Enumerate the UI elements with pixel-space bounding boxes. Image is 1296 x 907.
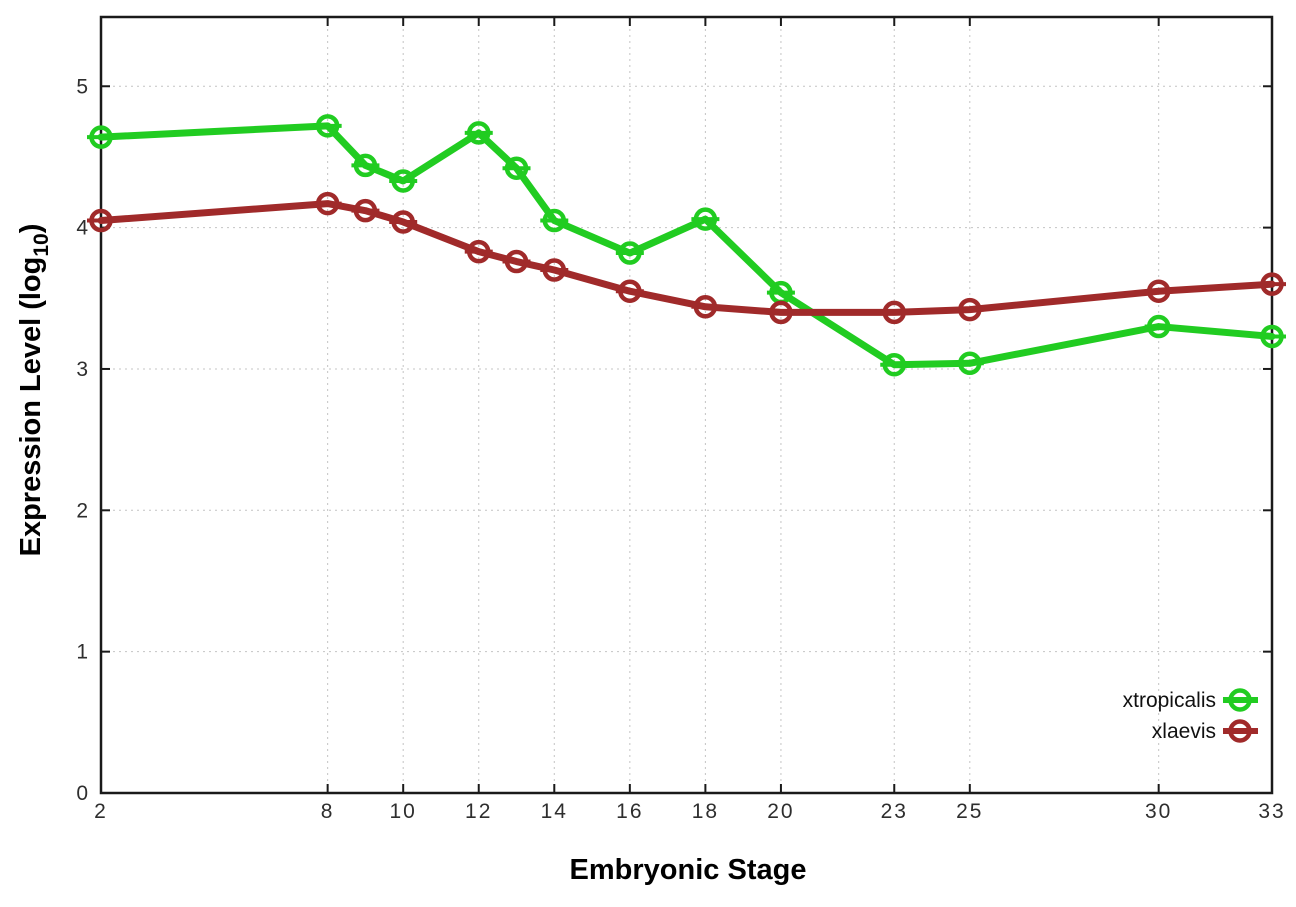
- x-tick-label: 30: [1145, 800, 1172, 823]
- series-xlaevis: [87, 191, 1286, 325]
- x-tick-label: 8: [321, 800, 335, 823]
- x-tick-label: 12: [465, 800, 492, 823]
- data-point-marker-xlaevis: [89, 208, 113, 233]
- data-point-marker-xlaevis: [1260, 272, 1284, 296]
- x-tick-label: 16: [616, 800, 643, 823]
- data-point-marker-xlaevis: [504, 249, 529, 274]
- data-point-marker-xtropicalis: [542, 208, 567, 233]
- legend: xtropicalis xlaevis: [1123, 688, 1258, 743]
- data-point-marker-xtropicalis: [882, 352, 907, 377]
- data-point-marker-xlaevis: [466, 239, 491, 264]
- y-axis-title: Expression Level (log10): [15, 224, 53, 557]
- data-point-marker-xtropicalis: [391, 169, 415, 193]
- data-point-marker-xtropicalis: [315, 114, 340, 138]
- data-point-marker-xtropicalis: [958, 351, 982, 376]
- tick-layer: [100, 17, 1273, 794]
- data-point-marker-xlaevis: [618, 279, 642, 303]
- series-layer: [87, 114, 1286, 377]
- data-point-marker-xtropicalis: [89, 125, 113, 149]
- data-point-marker-xtropicalis: [1260, 324, 1284, 349]
- grid-layer: [100, 17, 1273, 793]
- legend-entry-xtropicalis: xtropicalis: [1123, 688, 1258, 712]
- y-tick-label: 2: [76, 499, 88, 522]
- legend-label-xlaevis: xlaevis: [1152, 720, 1216, 743]
- legend-label-xtropicalis: xtropicalis: [1123, 689, 1216, 712]
- data-point-marker-xlaevis: [882, 300, 907, 325]
- x-tick-label: 10: [390, 800, 417, 823]
- x-tick-label: 33: [1258, 800, 1285, 823]
- data-point-marker-xlaevis: [958, 297, 982, 322]
- y-tick-label: 0: [76, 782, 88, 805]
- data-point-marker-xlaevis: [391, 210, 415, 234]
- series-line-xtropicalis: [97, 122, 1276, 369]
- y-tick-label: 4: [76, 217, 88, 240]
- data-point-marker-xtropicalis: [618, 241, 642, 265]
- data-point-marker-xlaevis: [769, 300, 793, 325]
- data-point-marker-xlaevis: [353, 198, 378, 223]
- legend-entry-xlaevis: xlaevis: [1152, 719, 1258, 743]
- y-tick-label: 5: [76, 75, 88, 98]
- data-point-marker-xtropicalis: [353, 153, 378, 178]
- data-point-marker-xtropicalis: [693, 207, 718, 231]
- data-point-marker-xtropicalis: [504, 156, 529, 180]
- y-axis-title-subscript: 10: [30, 233, 53, 256]
- data-point-marker-xtropicalis: [1146, 314, 1171, 339]
- data-point-marker-xlaevis: [315, 191, 340, 216]
- data-point-marker-xlaevis: [693, 295, 718, 319]
- y-axis-title-close: ): [15, 224, 47, 234]
- x-tick-label: 14: [541, 800, 568, 823]
- data-point-marker-xlaevis: [1146, 279, 1171, 303]
- x-axis-title: Embryonic Stage: [570, 854, 807, 886]
- x-tick-label: 18: [692, 800, 719, 823]
- series-line-xlaevis: [97, 200, 1276, 316]
- legend-sample-marker-xlaevis: [1228, 719, 1252, 743]
- y-tick-label: 3: [76, 358, 88, 381]
- x-tick-label: 2: [94, 800, 108, 823]
- plot-border: [99, 15, 1274, 795]
- x-tick-label: 23: [881, 800, 908, 823]
- legend-sample-marker-xtropicalis: [1228, 688, 1252, 712]
- series-xtropicalis: [87, 114, 1286, 377]
- x-tick-label: 25: [956, 800, 983, 823]
- data-point-marker-xlaevis: [542, 258, 567, 282]
- y-axis-title-main: Expression Level (log: [15, 257, 47, 557]
- x-tick-label: 20: [767, 800, 794, 823]
- y-tick-label: 1: [76, 641, 88, 664]
- data-point-marker-xtropicalis: [466, 121, 491, 145]
